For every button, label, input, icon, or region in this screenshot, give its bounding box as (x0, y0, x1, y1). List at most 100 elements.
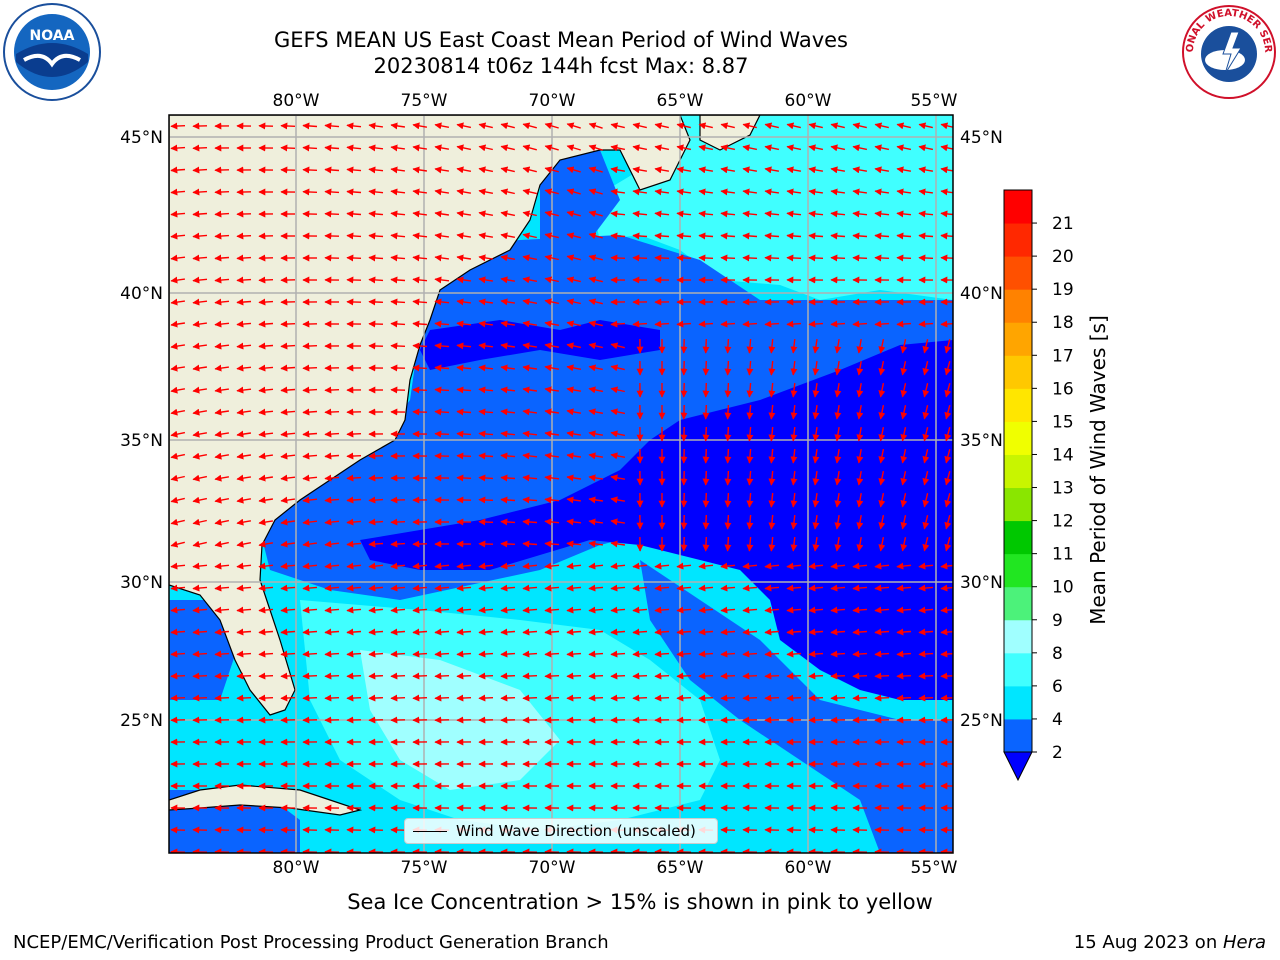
wind-wave-arrow (302, 584, 318, 592)
wind-wave-arrow (214, 606, 230, 614)
wind-wave-arrow (786, 672, 802, 680)
wind-wave-arrow (724, 360, 732, 376)
wind-wave-arrow (720, 606, 736, 614)
wind-wave-arrow (896, 188, 911, 196)
wind-wave-arrow (632, 562, 648, 570)
wind-wave-arrow (346, 672, 362, 680)
wind-wave-arrow (852, 144, 868, 152)
wind-wave-arrow (742, 144, 758, 152)
wind-wave-arrow (632, 210, 648, 218)
wind-wave-arrow (258, 386, 274, 394)
wind-wave-arrow (324, 694, 340, 702)
wind-wave-arrow (676, 694, 692, 702)
colorbar-frame (1003, 189, 1033, 753)
wind-wave-arrow (302, 518, 318, 526)
wind-wave-arrow (368, 144, 384, 152)
wind-wave-arrow (478, 364, 494, 372)
wind-wave-arrow (544, 144, 559, 152)
lat-tick-label: 25°N (120, 711, 163, 731)
wind-wave-arrow (566, 408, 582, 416)
wind-wave-arrow (456, 232, 472, 240)
wind-wave-arrow (834, 338, 842, 354)
wind-wave-arrow (500, 562, 516, 570)
wind-wave-arrow (280, 430, 296, 438)
wind-wave-arrow (768, 426, 776, 442)
wind-wave-arrow (746, 514, 754, 530)
wind-wave-arrow (478, 672, 494, 680)
wind-wave-arrow (830, 166, 846, 174)
wind-wave-arrow (236, 628, 252, 636)
wind-wave-arrow (456, 188, 472, 196)
wind-wave-arrow (764, 694, 780, 702)
wind-wave-arrow (280, 320, 296, 328)
wind-wave-arrow (368, 122, 383, 130)
wind-wave-arrow (192, 584, 208, 592)
wind-wave-arrow (478, 694, 494, 702)
wind-wave-arrow (808, 584, 824, 592)
wind-wave-arrow (500, 408, 516, 416)
colorbar-extend-under (1003, 751, 1033, 782)
lat-tick-label: 35°N (960, 431, 1003, 451)
wind-wave-arrow (852, 320, 868, 328)
wind-wave-arrow (324, 606, 340, 614)
wind-wave-arrow (170, 650, 186, 658)
wind-wave-arrow (434, 386, 450, 394)
wind-wave-arrow (324, 628, 340, 636)
wind-wave-arrow (456, 430, 472, 438)
wind-wave-arrow (896, 210, 912, 218)
wind-wave-arrow (544, 540, 560, 548)
wind-wave-arrow (544, 254, 559, 262)
wind-wave-arrow (170, 474, 185, 482)
colorbar-tick-label: 19 (1052, 280, 1074, 300)
wind-wave-arrow (918, 562, 934, 570)
wind-wave-arrow (786, 232, 802, 240)
lat-tick-label: 25°N (960, 711, 1003, 731)
wind-wave-arrow (610, 518, 626, 526)
wind-wave-arrow (302, 694, 318, 702)
wind-wave-arrow (896, 694, 912, 702)
period-below-2-region (360, 340, 953, 700)
wind-wave-arrow (522, 232, 537, 240)
wind-wave-arrow (170, 386, 186, 394)
wind-wave-arrow (478, 430, 494, 438)
wind-wave-arrow (808, 210, 824, 218)
wind-wave-arrow (192, 144, 208, 152)
wind-wave-arrow (812, 492, 820, 508)
wind-wave-arrow (808, 166, 824, 174)
wind-wave-arrow (170, 518, 185, 526)
wind-wave-arrow (214, 408, 230, 416)
wind-wave-arrow (654, 166, 670, 174)
lon-ticks-bottom: 80°W 75°W 70°W 65°W 60°W 55°W (273, 858, 958, 878)
wind-wave-arrow (214, 540, 229, 548)
wind-wave-arrow (390, 166, 405, 174)
wind-wave-arrow (742, 672, 758, 680)
lon-tick-label: 65°W (657, 91, 704, 111)
map-area (169, 115, 953, 853)
wind-wave-arrow (522, 628, 538, 636)
wind-wave-arrow (544, 650, 560, 658)
wind-wave-arrow (544, 188, 559, 196)
wind-wave-arrow (566, 122, 581, 130)
wind-wave-arrow (918, 320, 934, 328)
wind-wave-arrow (852, 210, 868, 218)
wind-wave-arrow (856, 404, 864, 420)
wind-wave-arrow (768, 360, 776, 376)
wind-wave-arrow (812, 470, 820, 486)
wind-wave-arrow (412, 276, 428, 284)
wind-wave-arrow (742, 606, 758, 614)
wind-wave-arrow (280, 606, 296, 614)
wind-wave-arrow (412, 694, 428, 702)
wind-wave-arrow (456, 320, 472, 328)
wind-wave-arrow (302, 562, 318, 570)
wind-wave-arrow (764, 188, 779, 196)
wind-wave-arrow (368, 188, 384, 196)
wind-wave-arrow (900, 383, 908, 398)
colorbar-segment (1004, 619, 1032, 654)
wind-wave-arrow (856, 536, 864, 552)
wind-wave-arrow (610, 364, 625, 372)
colorbar-tick-label: 16 (1052, 379, 1074, 399)
wind-wave-arrow (764, 144, 780, 152)
wind-wave-arrow (676, 144, 692, 152)
wind-wave-arrow (280, 342, 296, 350)
wind-wave-arrow (214, 386, 229, 394)
